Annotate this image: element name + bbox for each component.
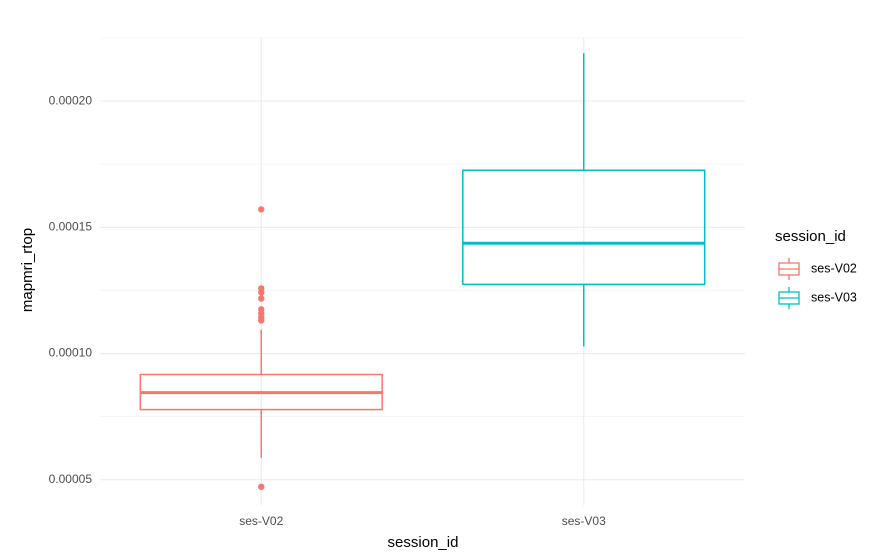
outlier	[258, 317, 265, 324]
y-tick-label: 0.00020	[49, 93, 93, 107]
legend-label: ses-V03	[811, 290, 857, 304]
x-tick-label: ses-V03	[562, 514, 606, 528]
outlier	[258, 295, 265, 302]
x-tick-label: ses-V02	[239, 514, 283, 528]
outlier	[258, 289, 265, 296]
y-tick-label: 0.00010	[49, 346, 93, 360]
outlier	[258, 206, 265, 213]
y-tick-label: 0.00015	[49, 219, 93, 233]
box	[462, 169, 706, 286]
x-axis-title: session_id	[388, 534, 459, 551]
y-tick-label: 0.00005	[49, 472, 93, 486]
legend-title: session_id	[775, 228, 846, 245]
y-axis-title: mapmri_rtop	[19, 228, 36, 312]
legend-label: ses-V02	[811, 261, 857, 275]
outlier	[258, 483, 265, 491]
